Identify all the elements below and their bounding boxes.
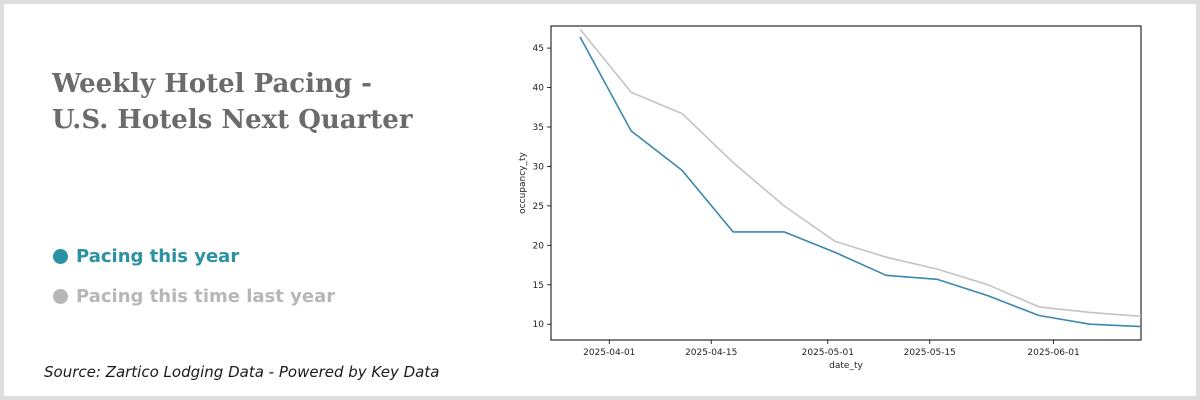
legend-item-last-year: Pacing this time last year	[53, 286, 335, 307]
plot-area-frame	[550, 25, 1142, 341]
y-axis: 10 15 20 25 30 35 40 45	[533, 44, 551, 330]
y-tick-label: 30	[533, 162, 545, 172]
x-tick-label: 2025-05-15	[904, 348, 956, 358]
x-axis: 2025-04-01 2025-04-15 2025-05-01 2025-05-15…	[583, 340, 1080, 358]
y-tick-label: 20	[533, 241, 545, 251]
x-tick-label: 2025-04-15	[685, 348, 737, 358]
title-line-2: U.S. Hotels Next Quarter	[52, 105, 413, 135]
legend-item-this-year: Pacing this year	[53, 246, 239, 267]
legend-dot-this-year-icon	[53, 249, 68, 264]
x-tick-label: 2025-06-01	[1027, 348, 1079, 358]
legend-dot-last-year-icon	[53, 289, 68, 304]
title-line-1: Weekly Hotel Pacing -	[52, 69, 372, 99]
x-tick-label: 2025-04-01	[583, 348, 635, 358]
series-lines	[579, 28, 1142, 328]
series-line-last-year	[579, 28, 1142, 318]
legend-label-last-year: Pacing this time last year	[76, 286, 336, 307]
y-tick-label: 45	[533, 44, 544, 54]
y-tick-label: 15	[533, 281, 544, 291]
legend-label-this-year: Pacing this year	[76, 246, 240, 267]
x-axis-label: date_ty	[829, 361, 863, 371]
y-tick-label: 40	[533, 84, 545, 94]
page-title: Weekly Hotel Pacing - U.S. Hotels Next Q…	[52, 66, 413, 138]
y-tick-label: 25	[533, 202, 544, 212]
y-axis-label: occupancy_ty	[518, 151, 528, 213]
source-note: Source: Zartico Lodging Data - Powered b…	[44, 363, 440, 381]
occupancy-line-chart: 2025-04-01 2025-04-15 2025-05-01 2025-05-15…	[518, 25, 1142, 371]
x-tick-label: 2025-05-01	[802, 348, 854, 358]
y-tick-label: 35	[533, 123, 544, 133]
series-line-this-year	[579, 36, 1142, 328]
y-tick-label: 10	[533, 320, 545, 330]
